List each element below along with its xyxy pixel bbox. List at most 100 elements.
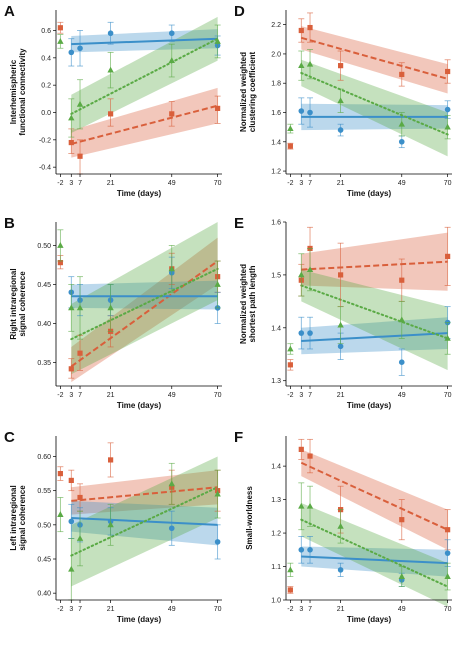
x-tick-label: 21	[337, 180, 345, 187]
panel-letter: A	[4, 3, 15, 20]
y-tick-label: 0.0	[41, 110, 51, 117]
data-point-circle	[398, 359, 405, 365]
data-point-square	[445, 253, 451, 259]
x-axis-title: Time (days)	[117, 615, 162, 624]
data-point-circle	[337, 127, 344, 133]
data-point-triangle	[107, 66, 114, 73]
y-tick-label: 0.2	[41, 83, 51, 90]
confidence-band-blue	[301, 546, 448, 577]
chart-panel-c: C 0.40 0.45 0.50 0.55 0.60 -2 3 7 21 49 70 Time (day…	[4, 429, 222, 624]
x-tick-label: 70	[214, 180, 222, 187]
data-point-triangle	[76, 535, 84, 541]
data-point-square	[307, 24, 313, 31]
data-point-square	[57, 25, 63, 31]
data-point-circle	[68, 49, 75, 56]
x-tick-label: -2	[57, 392, 63, 399]
y-axis-title: Interhemispheric	[9, 59, 18, 124]
data-point-triangle	[306, 266, 314, 273]
chart-panel-f: F 1.0 1.1 1.2 1.3 1.4 -2 3 7 21 49 70 Time (days) Sma…	[234, 429, 452, 624]
x-tick-label: 70	[214, 392, 222, 399]
data-point-square	[215, 105, 221, 111]
x-tick-label: 70	[214, 606, 222, 613]
data-point-triangle	[287, 566, 294, 573]
data-point-triangle	[298, 62, 305, 69]
data-point-triangle	[398, 316, 405, 323]
x-tick-label: 21	[337, 392, 345, 399]
data-point-square	[287, 587, 293, 593]
x-tick-label: 49	[168, 180, 176, 187]
x-tick-label: 7	[78, 392, 82, 399]
x-tick-label: 7	[308, 606, 312, 613]
y-tick-label: 1.2	[271, 531, 281, 538]
x-tick-label: 21	[107, 180, 115, 187]
x-tick-label: 3	[69, 392, 73, 399]
data-point-triangle	[306, 60, 314, 67]
x-tick-label: 49	[168, 606, 176, 613]
y-axis-title: Small-worldness	[245, 486, 254, 550]
data-point-square	[287, 143, 293, 149]
y-tick-label: -0.4	[39, 165, 51, 172]
data-point-circle	[444, 550, 451, 556]
panel-letter: D	[234, 3, 245, 20]
data-point-triangle	[337, 522, 344, 529]
x-tick-label: -2	[287, 392, 293, 399]
x-tick-label: 70	[444, 180, 452, 187]
data-point-circle	[337, 343, 344, 350]
data-point-triangle	[214, 38, 221, 44]
fit-line-red	[301, 36, 448, 80]
data-point-square	[399, 517, 405, 523]
confidence-band-green	[301, 269, 448, 371]
y-tick-label: 1.4	[271, 139, 281, 146]
x-axis-title: Time (days)	[347, 615, 392, 624]
y-tick-label: 1.3	[271, 497, 281, 504]
data-point-square	[108, 457, 114, 463]
y-tick-label: 2.2	[271, 22, 281, 29]
y-axis-title: Right intraregional	[9, 268, 18, 339]
data-point-triangle	[68, 565, 75, 572]
x-tick-label: 3	[69, 606, 73, 613]
data-point-triangle	[68, 304, 75, 311]
data-point-square	[298, 27, 304, 34]
data-point-square	[57, 260, 63, 266]
data-point-square	[68, 366, 74, 372]
x-tick-label: 3	[299, 606, 303, 613]
panel-letter: B	[4, 215, 15, 232]
data-point-triangle	[57, 511, 64, 517]
data-point-triangle	[337, 321, 344, 328]
y-tick-label: 0.35	[37, 360, 51, 367]
x-axis-title: Time (days)	[347, 401, 392, 410]
data-point-triangle	[107, 521, 114, 528]
x-tick-label: 49	[398, 392, 406, 399]
fit-line-green	[70, 267, 219, 341]
x-tick-label: 7	[308, 180, 312, 187]
data-point-square	[68, 139, 74, 146]
data-point-circle	[168, 525, 175, 532]
confidence-band-green	[301, 502, 448, 607]
data-point-square	[399, 71, 405, 78]
y-tick-label: 0.40	[37, 591, 51, 598]
data-point-triangle	[287, 125, 294, 132]
confidence-band-red	[301, 449, 448, 550]
data-point-circle	[107, 30, 114, 37]
data-point-circle	[214, 539, 221, 545]
y-tick-label: 0.4	[41, 55, 51, 62]
fit-line-green	[300, 518, 449, 588]
x-tick-label: 3	[299, 180, 303, 187]
data-point-circle	[298, 546, 305, 553]
data-point-triangle	[57, 38, 64, 44]
data-point-triangle	[444, 334, 451, 341]
x-axis-title: Time (days)	[117, 189, 162, 198]
data-point-triangle	[76, 100, 84, 107]
y-tick-label: 0.50	[37, 522, 51, 529]
data-point-square	[108, 111, 114, 117]
x-tick-label: 7	[308, 392, 312, 399]
data-point-triangle	[398, 573, 405, 579]
data-point-triangle	[68, 114, 75, 121]
data-point-circle	[77, 45, 83, 52]
data-point-triangle	[306, 502, 314, 509]
x-tick-label: 3	[69, 180, 73, 187]
fit-line-blue	[301, 332, 448, 343]
confidence-band-red	[71, 87, 218, 158]
data-point-triangle	[168, 480, 175, 487]
